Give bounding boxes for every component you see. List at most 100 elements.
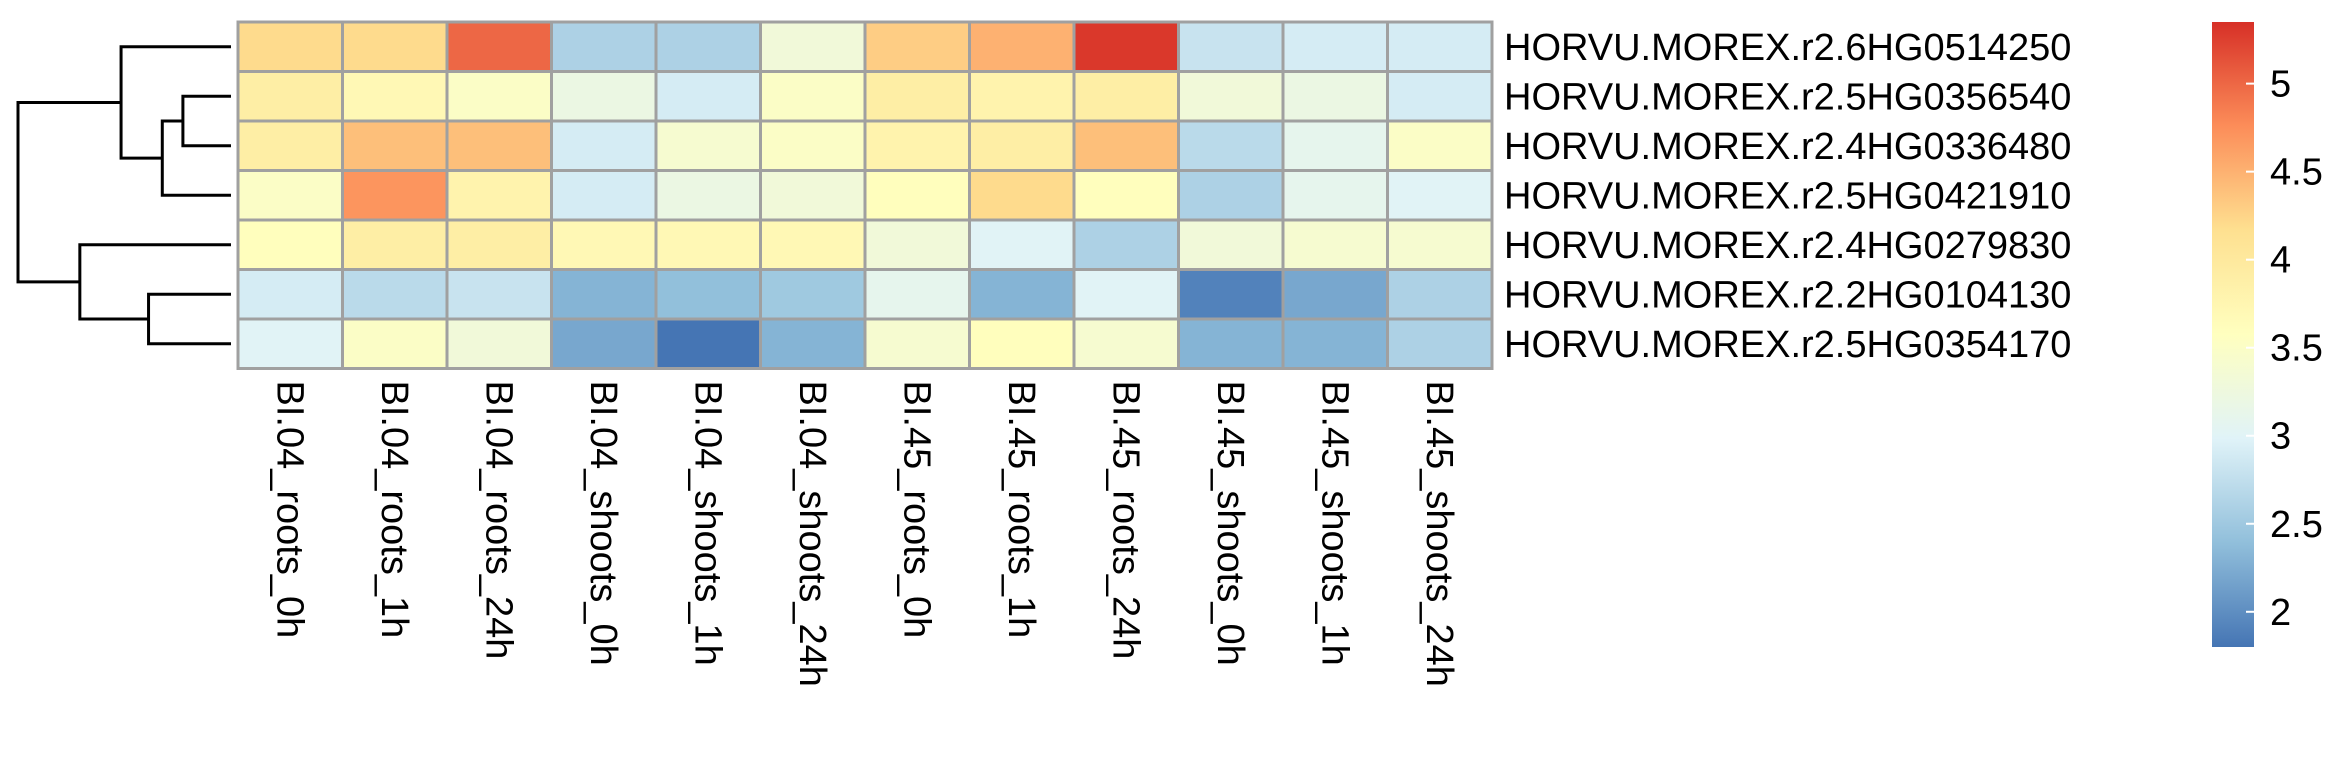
legend-tick-label: 3 bbox=[2270, 416, 2291, 458]
legend-tick-label: 2 bbox=[2270, 592, 2291, 634]
row-labels: HORVU.MOREX.r2.6HG0514250 HORVU.MOREX.r2.… bbox=[1504, 27, 2071, 366]
heatmap-cell bbox=[550, 70, 658, 123]
heatmap-cell bbox=[550, 119, 658, 172]
heatmap-cell bbox=[1177, 119, 1285, 172]
heatmap-cell bbox=[236, 169, 344, 222]
heatmap-cell bbox=[1177, 268, 1285, 321]
heatmap-cell bbox=[1072, 20, 1180, 73]
column-labels: BI.04_roots_0h BI.04_roots_1h BI.04_roots_… bbox=[268, 381, 1460, 687]
heatmap-cell bbox=[236, 218, 344, 271]
heatmap-cell bbox=[445, 20, 553, 73]
heatmap-cell bbox=[1281, 169, 1389, 222]
heatmap-cell bbox=[759, 70, 867, 123]
heatmap-cell bbox=[968, 169, 1076, 222]
heatmap-cell bbox=[1177, 20, 1285, 73]
heatmap-cell bbox=[654, 268, 762, 321]
dendrogram-branch bbox=[16, 100, 122, 284]
heatmap-cell bbox=[1281, 218, 1389, 271]
heatmap-cell bbox=[550, 20, 658, 73]
row-label: HORVU.MOREX.r2.5HG0421910 bbox=[1504, 175, 2071, 217]
heatmap-cell bbox=[1072, 119, 1180, 172]
heatmap-cell bbox=[1177, 218, 1285, 271]
heatmap-cell bbox=[236, 317, 344, 370]
heatmap-cell bbox=[445, 169, 553, 222]
heatmap-cell bbox=[759, 218, 867, 271]
heatmap-cell bbox=[1072, 317, 1180, 370]
heatmap-cell bbox=[1386, 218, 1494, 271]
heatmap-cell bbox=[1281, 70, 1389, 123]
heatmap-cell bbox=[1072, 268, 1180, 321]
dendrogram-branch bbox=[147, 292, 231, 346]
column-label: BI.45_shoots_1h bbox=[1313, 381, 1355, 666]
legend-tick-label: 5 bbox=[2270, 64, 2291, 106]
row-label: HORVU.MOREX.r2.6HG0514250 bbox=[1504, 27, 2071, 69]
heatmap-cell bbox=[863, 218, 971, 271]
column-label: BI.45_shoots_24h bbox=[1418, 381, 1460, 687]
legend-tick-label: 4.5 bbox=[2270, 152, 2323, 194]
heatmap-cell bbox=[863, 20, 971, 73]
heatmap-cells bbox=[236, 20, 1494, 370]
dendrogram-branch bbox=[119, 45, 231, 160]
heatmap-cell bbox=[968, 119, 1076, 172]
heatmap-cell bbox=[863, 268, 971, 321]
heatmap-cell bbox=[341, 317, 449, 370]
column-label: BI.04_shoots_1h bbox=[686, 381, 728, 666]
legend-tick-label: 4 bbox=[2270, 240, 2291, 282]
dendrogram-branch bbox=[160, 119, 231, 197]
column-label: BI.45_roots_24h bbox=[1104, 381, 1146, 660]
heatmap-cell bbox=[445, 218, 553, 271]
heatmap-cell bbox=[341, 70, 449, 123]
dendrogram-branch bbox=[181, 94, 231, 148]
heatmap-cell bbox=[1386, 268, 1494, 321]
heatmap-cell bbox=[445, 70, 553, 123]
heatmap-cell bbox=[1072, 169, 1180, 222]
heatmap-cell bbox=[445, 268, 553, 321]
heatmap-cell bbox=[236, 268, 344, 321]
heatmap-cell bbox=[1177, 317, 1285, 370]
row-dendrogram bbox=[16, 45, 231, 346]
row-label: HORVU.MOREX.r2.4HG0279830 bbox=[1504, 225, 2071, 267]
heatmap-cell bbox=[445, 317, 553, 370]
heatmap-cell bbox=[654, 119, 762, 172]
column-label: BI.45_roots_1h bbox=[1000, 381, 1042, 639]
heatmap-cell bbox=[236, 70, 344, 123]
column-label: BI.45_roots_0h bbox=[895, 381, 937, 639]
heatmap-cell bbox=[1072, 70, 1180, 123]
heatmap-cell bbox=[759, 317, 867, 370]
heatmap-cell bbox=[759, 20, 867, 73]
heatmap-cell bbox=[1177, 169, 1285, 222]
heatmap-cell bbox=[863, 169, 971, 222]
heatmap-cell bbox=[341, 218, 449, 271]
heatmap-cell bbox=[968, 70, 1076, 123]
heatmap-cell bbox=[654, 218, 762, 271]
heatmap-cell bbox=[236, 20, 344, 73]
row-label: HORVU.MOREX.r2.2HG0104130 bbox=[1504, 274, 2071, 316]
heatmap-cell bbox=[968, 268, 1076, 321]
heatmap-cell bbox=[550, 317, 658, 370]
row-label: HORVU.MOREX.r2.4HG0336480 bbox=[1504, 126, 2071, 168]
heatmap-cell bbox=[445, 119, 553, 172]
heatmap-cell bbox=[968, 317, 1076, 370]
heatmap-cell bbox=[1386, 119, 1494, 172]
heatmap-cell bbox=[1386, 20, 1494, 73]
heatmap-cell bbox=[1281, 119, 1389, 172]
legend-ticks: 2 2.5 3 3.5 4 4.5 5 bbox=[2246, 64, 2323, 634]
color-legend: 2 2.5 3 3.5 4 4.5 5 bbox=[2212, 22, 2323, 647]
heatmap-cell bbox=[341, 20, 449, 73]
column-label: BI.04_roots_1h bbox=[373, 381, 415, 639]
heatmap-cell bbox=[1281, 268, 1389, 321]
column-label: BI.45_shoots_0h bbox=[1209, 381, 1251, 666]
legend-tick-label: 3.5 bbox=[2270, 328, 2323, 370]
heatmap-cell bbox=[550, 218, 658, 271]
heatmap-cell bbox=[1072, 218, 1180, 271]
heatmap-cell bbox=[968, 218, 1076, 271]
row-label: HORVU.MOREX.r2.5HG0354170 bbox=[1504, 324, 2071, 366]
heatmap-cell bbox=[1386, 70, 1494, 123]
legend-tick-label: 2.5 bbox=[2270, 504, 2323, 546]
heatmap-cell bbox=[863, 70, 971, 123]
heatmap-cell bbox=[1281, 317, 1389, 370]
heatmap-cell bbox=[341, 169, 449, 222]
heatmap-cell bbox=[236, 119, 344, 172]
heatmap-cell bbox=[1386, 317, 1494, 370]
